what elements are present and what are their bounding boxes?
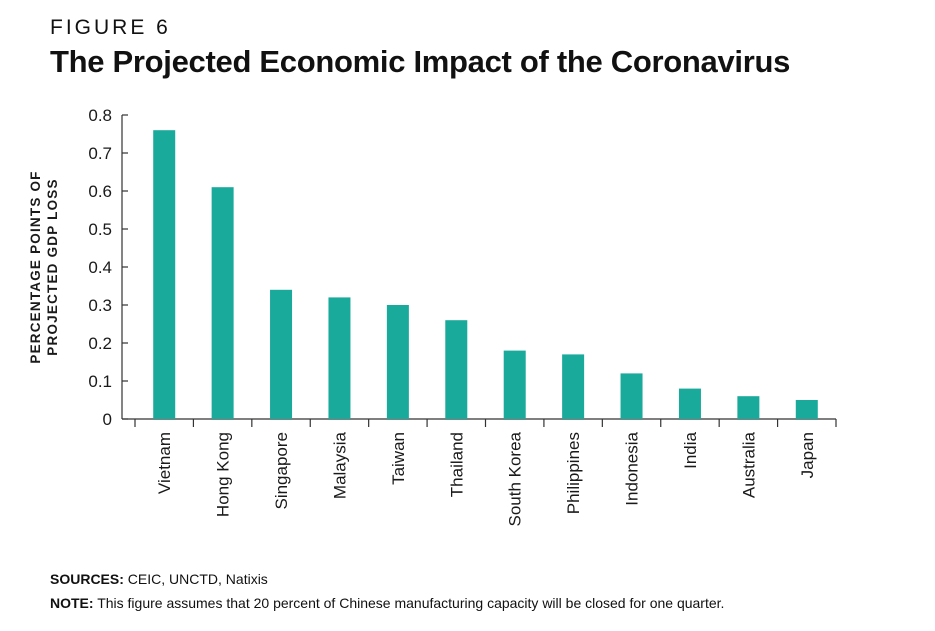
x-tick-label: Philippines <box>564 432 583 514</box>
bar <box>386 305 409 419</box>
x-tick-label: India <box>681 431 700 468</box>
y-tick-label: 0 <box>103 410 112 429</box>
bar <box>562 354 585 419</box>
y-tick-label: 0.4 <box>88 258 112 277</box>
y-tick-label: 0.3 <box>88 296 112 315</box>
note-label: NOTE: <box>50 595 94 611</box>
bar <box>153 130 176 419</box>
bar <box>270 289 293 419</box>
x-tick-label: Indonesia <box>623 431 642 505</box>
x-tick-label: Vietnam <box>155 432 174 494</box>
bar <box>795 400 818 419</box>
x-tick-label: Japan <box>798 432 817 478</box>
bar-chart: 0 0.1 0.2 0.3 0.4 0.5 0.6 0.7 0.8 Vietnam Hong Kon… <box>88 106 837 527</box>
chart-title: The Projected Economic Impact of the Cor… <box>50 44 791 79</box>
bar <box>445 320 468 419</box>
x-tick-label: Taiwan <box>389 432 408 485</box>
x-tick-label: Thailand <box>447 432 466 497</box>
x-tick-label: Australia <box>739 431 758 498</box>
y-tick-label: 0.1 <box>88 372 112 391</box>
x-tick-label: South Korea <box>506 431 525 526</box>
y-tick-label: 0.7 <box>88 144 112 163</box>
bar <box>737 396 760 419</box>
figure-label: FIGURE 6 <box>50 16 171 39</box>
x-tick-label: Singapore <box>272 432 291 510</box>
sources-label: SOURCES: <box>50 571 124 587</box>
y-tick-label: 0.8 <box>88 106 112 125</box>
bar <box>328 297 351 419</box>
note-text: This figure assumes that 20 percent of C… <box>97 595 725 611</box>
bar <box>503 350 526 419</box>
x-tick-label: Malaysia <box>330 431 349 499</box>
sources-text: CEIC, UNCTD, Natixis <box>127 571 268 587</box>
note-line: NOTE: This figure assumes that 20 percen… <box>50 595 724 611</box>
bar <box>211 187 234 419</box>
y-tick-label: 0.5 <box>88 220 112 239</box>
x-tick-label: Hong Kong <box>214 432 233 517</box>
bar <box>620 373 643 419</box>
y-tick-label: 0.2 <box>88 334 112 353</box>
bar <box>678 388 701 419</box>
sources-line: SOURCES: CEIC, UNCTD, Natixis <box>50 571 268 587</box>
y-tick-label: 0.6 <box>88 182 112 201</box>
